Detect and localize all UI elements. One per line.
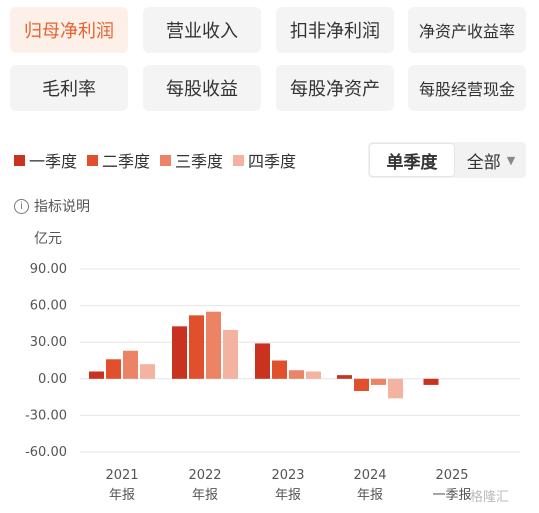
legend-label-q4: 四季度 [248,152,297,171]
legend-label-q3: 三季度 [175,152,224,171]
watermark: 格隆汇 [470,490,510,505]
x-category-period: 年报 [192,488,218,503]
period-single-quarter-button[interactable]: 单季度 [369,143,455,177]
legend-label-q2: 二季度 [102,152,151,171]
bar-2024-四季度[interactable] [388,378,403,399]
y-axis-unit: 亿元 [34,231,62,247]
metric-net-profit-button[interactable]: 归母净利润 [10,7,128,53]
y-tick-label: 30.00 [30,335,67,350]
x-category-year: 2025 [435,468,468,483]
bar-2023-一季度[interactable] [255,343,270,379]
metric-bvps-button[interactable]: 每股净资产 [276,65,394,111]
period-all-label: 全部 [466,152,501,173]
legend-item-q1[interactable]: 一季度 [14,148,77,172]
metric-ocfps-button[interactable]: 每股经营现金 [408,65,526,111]
bar-2024-一季度[interactable] [337,375,352,379]
x-category-period: 一季报 [432,488,471,503]
period-all-dropdown[interactable]: 全部 ▼ [456,142,526,178]
y-tick-label: 60.00 [30,299,67,314]
metric-deducted-profit-button[interactable]: 扣非净利润 [276,7,394,53]
bar-2021-一季度[interactable] [89,371,104,379]
x-category-period: 年报 [109,488,135,503]
bar-2023-三季度[interactable] [289,370,304,379]
bar-2021-二季度[interactable] [106,359,121,379]
period-toggle: 单季度 全部 ▼ [368,142,526,178]
legend-swatch-q2 [87,154,99,166]
bar-2021-四季度[interactable] [140,364,155,379]
legend-label-q1: 一季度 [29,152,78,171]
bar-2022-一季度[interactable] [172,326,187,379]
chevron-down-icon: ▼ [506,153,516,167]
metric-eps-button[interactable]: 每股收益 [143,65,261,111]
bar-2025-一季度[interactable] [423,378,439,385]
chart-legend: 一季度 二季度 三季度 四季度 [14,148,306,172]
bar-2023-二季度[interactable] [272,360,287,379]
x-category-year: 2024 [353,468,386,483]
indicator-info-label: 指标说明 [34,199,90,215]
bar-2022-二季度[interactable] [189,315,204,379]
legend-swatch-q4 [233,154,245,166]
x-category-year: 2022 [188,468,221,483]
bar-2022-四季度[interactable] [223,330,238,379]
x-category-year: 2021 [105,468,138,483]
y-tick-label: -60.00 [25,445,67,460]
info-icon: i [14,198,29,214]
legend-item-q4[interactable]: 四季度 [233,148,296,172]
legend-item-q2[interactable]: 二季度 [87,148,150,172]
metric-roe-button[interactable]: 净资产收益率 [408,7,526,53]
y-tick-label: 90.00 [30,262,67,277]
y-tick-label: 0.00 [38,372,67,387]
bar-2022-三季度[interactable] [206,311,221,379]
x-category-period: 年报 [275,488,301,503]
bar-2024-二季度[interactable] [354,378,369,391]
metric-revenue-button[interactable]: 营业收入 [143,7,261,53]
x-category-year: 2023 [271,468,304,483]
legend-item-q3[interactable]: 三季度 [160,148,223,172]
metric-gross-margin-button[interactable]: 毛利率 [10,65,128,111]
legend-swatch-q1 [14,154,25,166]
legend-swatch-q3 [160,154,172,166]
indicator-info-link[interactable]: i 指标说明 [14,196,90,216]
y-tick-label: -30.00 [25,408,67,423]
x-category-period: 年报 [357,488,383,503]
bar-2023-四季度[interactable] [306,371,321,379]
bar-2021-三季度[interactable] [123,350,138,379]
bar-2024-三季度[interactable] [371,378,386,385]
